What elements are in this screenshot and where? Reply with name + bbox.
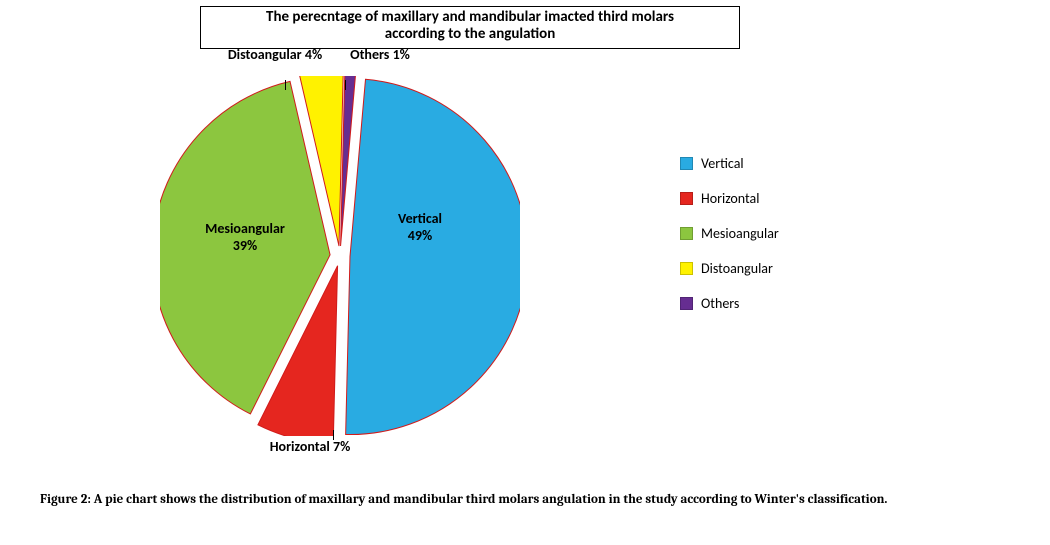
legend-label-horizontal: Horizontal [701,190,759,207]
legend-swatch-mesioangular [680,227,693,240]
legend-label-mesioangular: Mesioangular [701,225,779,242]
legend-label-others: Others [701,295,739,312]
pie-svg [160,76,520,436]
slice-label-others: Others 1% [340,46,420,63]
slice-label-vertical-name: Vertical [398,210,442,227]
slice-label-vertical: Vertical 49% [360,210,480,244]
chart-title-line2: according to the angulation [207,26,733,43]
legend-swatch-others [680,297,693,310]
pie-slice-vertical [346,79,520,434]
legend-label-distoangular: Distoangular [701,260,773,277]
slice-label-mesioangular: Mesioangular 39% [170,220,320,254]
slice-label-horizontal-name: Horizontal [270,438,330,455]
legend-item-others: Others [680,295,779,312]
legend-label-vertical: Vertical [701,155,744,172]
legend-item-mesioangular: Mesioangular [680,225,779,242]
slice-label-horizontal-pct: 7% [333,438,350,455]
slice-label-others-pct: 1% [393,46,410,63]
slice-label-others-name: Others [350,46,389,63]
legend-swatch-vertical [680,157,693,170]
legend-swatch-distoangular [680,262,693,275]
figure-caption-body: A pie chart shows the distribution of ma… [91,492,888,507]
chart-title-line1: The perecntage of maxillary and mandibul… [207,9,733,26]
legend: Vertical Horizontal Mesioangular Distoan… [680,155,779,330]
slice-label-distoangular: Distoangular 4% [215,46,335,63]
legend-item-vertical: Vertical [680,155,779,172]
slice-label-distoangular-name: Distoangular [228,46,302,63]
legend-swatch-horizontal [680,192,693,205]
slice-label-horizontal: Horizontal 7% [255,438,365,455]
slice-label-mesioangular-pct: 39% [170,237,320,254]
figure-stage: The perecntage of maxillary and mandibul… [0,0,1050,545]
slice-label-distoangular-pct: 4% [305,46,322,63]
legend-item-distoangular: Distoangular [680,260,779,277]
figure-caption-prefix: Figure 2: [40,492,91,507]
slice-label-vertical-pct: 49% [360,227,480,244]
chart-title-box: The perecntage of maxillary and mandibul… [200,6,740,49]
legend-item-horizontal: Horizontal [680,190,779,207]
pie-chart [160,76,520,436]
figure-caption: Figure 2: A pie chart shows the distribu… [40,492,1010,508]
slice-label-mesioangular-name: Mesioangular [205,220,285,237]
